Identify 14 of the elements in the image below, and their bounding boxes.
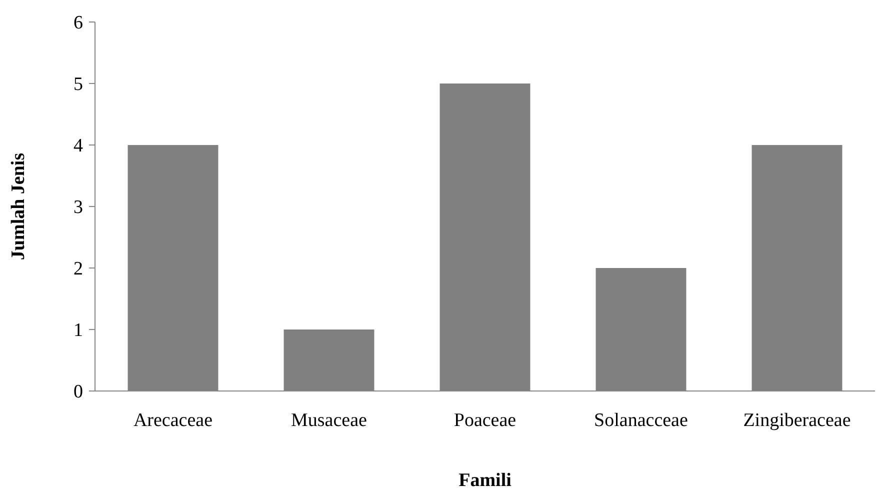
y-tick-label: 3: [74, 197, 83, 218]
y-tick-label: 1: [74, 320, 83, 342]
y-tick-label: 2: [74, 258, 83, 280]
x-tick-label: Poaceae: [454, 410, 516, 431]
y-tick-label: 4: [74, 136, 84, 157]
x-tick-label: Musaceae: [291, 410, 367, 431]
y-tick-label: 0: [74, 382, 83, 403]
x-tick-label: Solanacceae: [594, 410, 688, 431]
x-axis-title: Famili: [458, 470, 512, 491]
y-tick-label: 5: [74, 74, 83, 96]
y-axis-title: Jumlah Jenis: [8, 152, 29, 260]
y-tick-label: 6: [74, 12, 83, 34]
x-tick-label: Arecaceae: [133, 410, 213, 431]
x-tick-label: Zingiberaceae: [743, 410, 851, 431]
